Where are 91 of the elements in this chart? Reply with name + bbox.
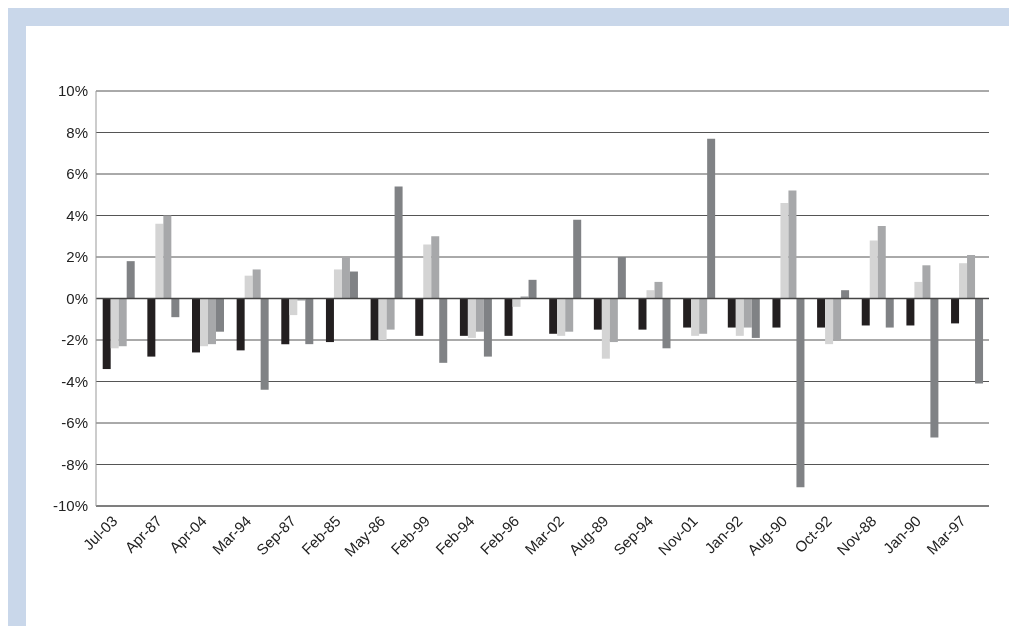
bar [796, 298, 805, 488]
bar [906, 298, 915, 326]
bar [520, 296, 529, 299]
bar [423, 244, 432, 299]
bar [609, 298, 618, 343]
bar [617, 257, 626, 299]
bar [743, 298, 752, 328]
bar [483, 298, 492, 357]
bar [349, 271, 358, 299]
bar [252, 269, 261, 299]
y-tick-label: 8% [66, 123, 88, 141]
y-tick-label: -6% [61, 414, 88, 432]
bar [780, 203, 789, 299]
bar [281, 298, 290, 345]
bar [475, 298, 484, 332]
bar [370, 298, 379, 340]
bar [646, 290, 655, 299]
bar [638, 298, 647, 330]
bar [244, 275, 253, 299]
bar [305, 298, 314, 345]
bar [549, 298, 558, 334]
bar [930, 298, 939, 438]
bar [102, 298, 111, 370]
bar [817, 298, 826, 328]
bar [110, 298, 119, 349]
bar [788, 190, 797, 299]
bar [707, 138, 716, 299]
bar [467, 298, 476, 338]
y-tick-label: -2% [61, 331, 88, 349]
bar [260, 298, 269, 390]
bar [922, 265, 931, 299]
y-tick-label: -4% [61, 372, 88, 390]
bar [699, 298, 708, 334]
bar [378, 298, 387, 340]
bar [683, 298, 692, 328]
bar [662, 298, 671, 349]
bar [557, 298, 566, 336]
bar [601, 298, 610, 359]
bar [593, 298, 602, 330]
bar [914, 281, 923, 299]
bar [573, 219, 582, 299]
bar [394, 186, 403, 299]
y-tick-label: 10% [57, 82, 88, 100]
bar [171, 298, 180, 318]
bar [861, 298, 870, 326]
bar [236, 298, 245, 351]
bar [825, 298, 834, 345]
bar [841, 290, 850, 299]
bar [727, 298, 736, 328]
bar [325, 298, 334, 343]
bar [951, 298, 960, 324]
y-tick-label: 4% [66, 206, 88, 224]
bar [654, 281, 663, 299]
bar [118, 298, 127, 347]
bar [192, 298, 200, 353]
bar [751, 298, 760, 338]
bar [877, 225, 886, 299]
bar [772, 298, 781, 328]
y-tick-label: 2% [66, 248, 88, 266]
bar [163, 215, 172, 299]
bar [735, 298, 744, 336]
y-tick-label: -8% [61, 455, 88, 473]
bar [512, 298, 521, 307]
y-tick-label: 6% [66, 165, 88, 183]
bar [155, 223, 164, 299]
bar [147, 298, 156, 357]
bar [341, 257, 350, 299]
bar [415, 298, 424, 336]
bar [333, 269, 342, 299]
bar [959, 263, 968, 299]
bar [565, 298, 574, 332]
bar [833, 298, 842, 340]
bar [439, 298, 448, 363]
bar [386, 298, 395, 330]
bar [216, 298, 224, 332]
bar [528, 279, 537, 299]
bar [504, 298, 513, 336]
bar [297, 298, 306, 301]
bar [869, 240, 878, 299]
bar [289, 298, 298, 316]
y-tick-label: 0% [66, 289, 88, 307]
bar [208, 298, 216, 345]
y-tick-label: -10% [52, 497, 88, 515]
bar [126, 261, 135, 299]
bar [967, 254, 976, 299]
bar [431, 236, 440, 299]
bar [691, 298, 700, 336]
bar [975, 298, 984, 384]
bar [200, 298, 208, 347]
bar [459, 298, 468, 336]
bar [885, 298, 894, 328]
